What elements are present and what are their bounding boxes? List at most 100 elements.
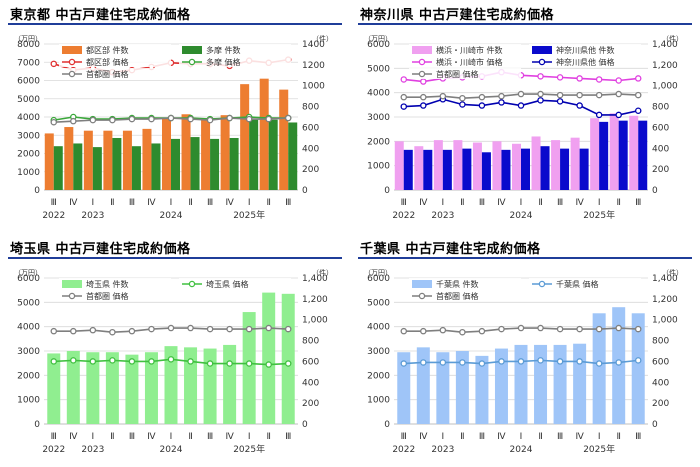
line-point: [226, 360, 233, 367]
y-axis-unit-label: （万円）: [364, 35, 392, 43]
line-point: [517, 358, 525, 365]
y2-tick-label: 0: [652, 186, 658, 196]
legend-marker: [68, 70, 76, 78]
chart-panel-tokyo: 東京都 中古戸建住宅成約価格 （万円） （件） 0 1000 2000 3000 4000 5…: [0, 0, 350, 233]
legend-backdrop: [409, 44, 521, 55]
line-point: [595, 360, 603, 367]
legend-marker: [418, 70, 426, 78]
x-tick-label: Ⅱ: [266, 432, 270, 442]
line-point: [498, 99, 505, 106]
legend-marker: [188, 280, 196, 288]
line-point: [537, 97, 544, 104]
legend-label: 多摩 価格: [206, 57, 241, 67]
chart-panel-chiba: 千葉県 中古戸建住宅成約価格 （万円） （件） 0 1000 2000 3000 4000 5…: [350, 234, 700, 467]
x-tick-label: Ⅳ: [69, 198, 78, 208]
y-tick-label: 2000: [367, 137, 390, 147]
year-label: 2022: [392, 211, 415, 221]
line-point: [478, 102, 486, 109]
year-label: 2023: [81, 445, 104, 455]
bar: [521, 148, 530, 190]
year-label: 2024: [510, 445, 533, 455]
y-tick-label: 5000: [17, 95, 40, 105]
x-tick-label: Ⅲ: [635, 432, 641, 442]
line-point: [206, 116, 214, 124]
line-point: [400, 93, 408, 101]
x-tick-label: Ⅲ: [479, 198, 485, 208]
bar: [442, 149, 452, 190]
legend-label: 横浜・川崎市 件数: [436, 45, 503, 55]
bar: [240, 84, 250, 190]
line-point: [634, 357, 642, 364]
x-tick-label: Ⅳ: [419, 198, 428, 208]
bar: [242, 312, 256, 424]
bar: [181, 114, 191, 190]
bar: [553, 344, 567, 424]
bar: [122, 130, 132, 190]
bar: [560, 148, 570, 190]
legend-marker: [538, 58, 546, 66]
bar: [394, 141, 404, 190]
x-tick-label: Ⅳ: [225, 198, 234, 208]
line-point: [400, 327, 408, 335]
bar: [201, 119, 211, 190]
line-point: [400, 76, 408, 83]
x-tick-label: Ⅱ: [266, 198, 270, 208]
line-point: [167, 114, 175, 122]
legend-marker: [68, 58, 76, 66]
bar: [259, 78, 269, 190]
y2-axis-unit-label: （件）: [312, 34, 333, 43]
line-point: [128, 115, 136, 123]
x-tick-label: Ⅳ: [69, 432, 78, 442]
x-tick-label: Ⅲ: [635, 198, 641, 208]
legend-label: 神奈川県他 価格: [556, 57, 615, 67]
x-tick-label: Ⅲ: [285, 198, 291, 208]
legend-label: 千葉県 価格: [556, 279, 599, 289]
y2-tick-label: 0: [302, 186, 308, 196]
line-point: [226, 114, 233, 122]
chart-svg: （万円） （件） 0 1000 2000 3000 4000 5000 6000 0 200 400 6…: [14, 268, 333, 455]
x-tick-label: Ⅱ: [110, 432, 114, 442]
y-tick-label: 1000: [367, 396, 390, 406]
bar: [423, 149, 433, 190]
line-point: [595, 91, 603, 99]
y2-tick-label: 1,400: [652, 40, 678, 50]
bar: [142, 128, 152, 190]
x-tick-label: Ⅲ: [51, 198, 57, 208]
line-point: [89, 358, 97, 365]
line-point: [148, 115, 155, 123]
line-point: [50, 327, 58, 335]
x-tick-label: Ⅰ: [598, 432, 601, 442]
legend-swatch: [62, 280, 82, 288]
line-point: [459, 359, 466, 366]
bar: [631, 313, 645, 424]
legend-label: 首都圏 価格: [436, 291, 479, 301]
y-tick-label: 3000: [367, 347, 390, 357]
bar: [436, 352, 450, 424]
line-point: [400, 360, 408, 367]
x-tick-label: Ⅳ: [497, 432, 506, 442]
line-point: [420, 78, 427, 85]
year-label: 2022: [392, 445, 415, 455]
y2-tick-label: 1400: [302, 40, 325, 50]
line-point: [615, 90, 622, 98]
year-label: 2025年: [583, 443, 615, 455]
line-point: [517, 324, 525, 332]
y-axis-unit-label: （万円）: [364, 269, 392, 277]
y-tick-label: 3000: [367, 113, 390, 123]
title-underline: [358, 257, 692, 259]
bar: [599, 121, 609, 190]
bar: [492, 141, 502, 190]
y2-axis-unit-label: （件）: [662, 34, 683, 43]
bar: [92, 147, 102, 190]
x-tick-label: Ⅱ: [616, 198, 620, 208]
line-point: [89, 326, 97, 334]
line-point: [556, 358, 564, 365]
legend-label: 埼玉県 価格: [206, 279, 249, 289]
bar: [455, 351, 469, 424]
y2-tick-label: 800: [302, 103, 319, 113]
bar: [579, 148, 589, 190]
bar: [453, 140, 463, 190]
x-tick-label: Ⅲ: [129, 432, 135, 442]
y-tick-label: 6000: [367, 274, 390, 284]
line-point: [439, 359, 447, 366]
